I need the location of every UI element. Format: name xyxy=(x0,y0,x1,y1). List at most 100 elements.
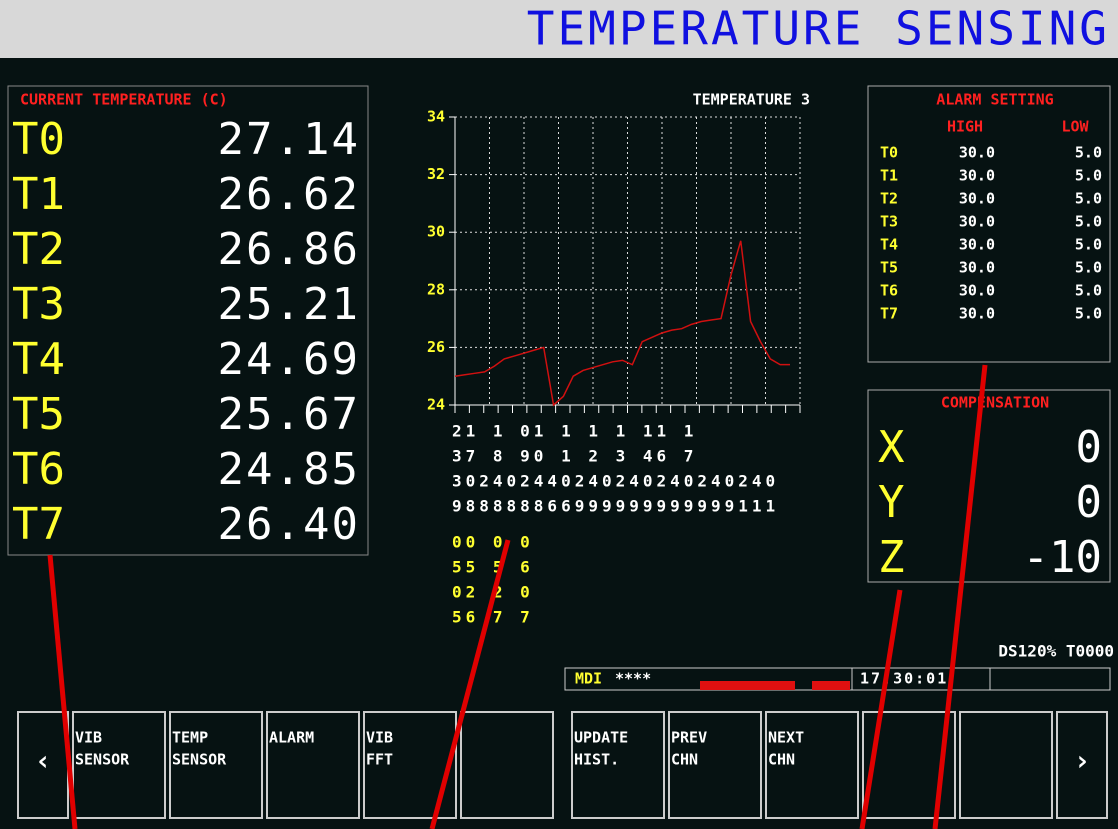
header-band xyxy=(0,0,1118,58)
alarm-high: 30.0 xyxy=(959,259,995,277)
softkey[interactable] xyxy=(668,711,762,819)
column-header: HIGH xyxy=(947,118,983,136)
x-label-row: 55 5 6 xyxy=(452,558,534,577)
softkey[interactable] xyxy=(1056,711,1108,819)
sensor-value: 26.86 xyxy=(218,224,360,275)
alarm-high: 30.0 xyxy=(959,282,995,300)
softkey[interactable] xyxy=(765,711,859,819)
alarm-low: 5.0 xyxy=(1075,190,1102,208)
annotation-line xyxy=(859,589,903,829)
y-tick-label: 32 xyxy=(427,165,445,183)
alarm-high: 30.0 xyxy=(959,213,995,231)
panel-title: ALARM SETTING xyxy=(936,91,1053,109)
alm-indicator xyxy=(812,681,850,690)
sensor-label: T1 xyxy=(880,167,898,185)
softkey[interactable] xyxy=(363,711,457,819)
sensor-value: 25.67 xyxy=(218,389,360,440)
softkey-label: NEXT xyxy=(768,729,804,747)
sensor-label: T0 xyxy=(12,114,65,165)
sensor-label: T7 xyxy=(880,305,898,323)
sensor-value: 25.21 xyxy=(218,279,360,330)
softkey-label: TEMP xyxy=(172,729,208,747)
softkey-label: SENSOR xyxy=(75,751,130,769)
sensor-label: T4 xyxy=(880,236,898,254)
alarm-high: 30.0 xyxy=(959,167,995,185)
softkey-label: ALARM xyxy=(269,729,314,747)
softkey-label: FFT xyxy=(366,751,393,769)
clock: 17:30:01 xyxy=(860,670,948,688)
annotation-line xyxy=(932,364,988,829)
sensor-label: T6 xyxy=(12,444,65,495)
softkey-label: UPDATE xyxy=(574,729,628,747)
panel-title: COMPENSATION xyxy=(941,394,1049,412)
compensation-panel xyxy=(867,389,1111,583)
x-label-row: 00 0 0 xyxy=(452,533,534,552)
y-tick-label: 30 xyxy=(427,223,445,241)
sensor-value: 26.62 xyxy=(218,169,360,220)
axis-value: -10 xyxy=(1023,532,1102,583)
sensor-label: T7 xyxy=(12,499,65,550)
y-tick-label: 26 xyxy=(427,338,445,356)
alarm-low: 5.0 xyxy=(1075,259,1102,277)
sensor-label: T5 xyxy=(12,389,65,440)
softkey-label: › xyxy=(1074,744,1091,777)
sensor-label: T4 xyxy=(12,334,65,385)
alarm-low: 5.0 xyxy=(1075,305,1102,323)
sensor-label: T3 xyxy=(12,279,65,330)
softkey-label: SENSOR xyxy=(172,751,227,769)
softkey[interactable] xyxy=(266,711,360,819)
softkey-label: PREV xyxy=(671,729,707,747)
sensor-label: T5 xyxy=(880,259,898,277)
softkey-label: CHN xyxy=(671,751,698,769)
softkey-label: VIB xyxy=(366,729,393,747)
emg-indicator xyxy=(700,681,795,690)
current-panel xyxy=(7,85,369,556)
x-label-row: 02 2 0 xyxy=(452,583,534,602)
softkey-label: ‹ xyxy=(35,744,52,777)
x-label-row: 988888866999999999999111 xyxy=(452,497,779,516)
softkey xyxy=(959,711,1053,819)
softkey xyxy=(460,711,554,819)
page-title: TEMPERATURE SENSING xyxy=(527,2,1110,56)
axis-value: 0 xyxy=(1076,422,1103,473)
sensor-value: 24.85 xyxy=(218,444,360,495)
annotation-line xyxy=(47,554,78,829)
x-label-row: 21 1 01 1 1 1 11 1 xyxy=(452,422,697,441)
softkey[interactable] xyxy=(72,711,166,819)
axis-label: X xyxy=(878,422,905,473)
temperature-line xyxy=(454,240,790,407)
annotations xyxy=(47,364,988,829)
x-label-row: 37 8 90 1 2 3 46 7 xyxy=(452,447,697,466)
softkey-label: HIST. xyxy=(574,751,619,769)
sensor-label: T3 xyxy=(880,213,898,231)
alarm-high: 30.0 xyxy=(959,144,995,162)
softkey-label: CHN xyxy=(768,751,795,769)
alarm-panel xyxy=(867,85,1111,363)
mode: MDI xyxy=(575,670,602,688)
softkey[interactable] xyxy=(169,711,263,819)
chart-title: TEMPERATURE 3 xyxy=(693,91,810,109)
annotation-line xyxy=(429,539,511,829)
sensor-value: 27.14 xyxy=(218,114,360,165)
status-info: DS120% T0000 xyxy=(998,642,1114,661)
sensor-label: T2 xyxy=(880,190,898,208)
alarm-high: 30.0 xyxy=(959,190,995,208)
stars: **** xyxy=(615,670,651,688)
content: CURRENT TEMPERATURE (C) T0 27.14 T1 26.62 T2 2… xyxy=(12,91,1114,819)
y-tick-label: 24 xyxy=(427,396,445,414)
alarm-low: 5.0 xyxy=(1075,144,1102,162)
y-tick-label: 34 xyxy=(427,108,445,126)
sensor-value: 26.40 xyxy=(218,499,360,550)
alarm-low: 5.0 xyxy=(1075,213,1102,231)
y-tick-label: 28 xyxy=(427,280,445,298)
sensor-value: 24.69 xyxy=(218,334,360,385)
softkey[interactable] xyxy=(571,711,665,819)
alarm-high: 30.0 xyxy=(959,236,995,254)
axis-value: 0 xyxy=(1076,477,1103,528)
alarm-low: 5.0 xyxy=(1075,167,1102,185)
alarm-low: 5.0 xyxy=(1075,282,1102,300)
sensor-label: T2 xyxy=(12,224,65,275)
softkey-label: VIB xyxy=(75,729,102,747)
sensor-label: T6 xyxy=(880,282,898,300)
